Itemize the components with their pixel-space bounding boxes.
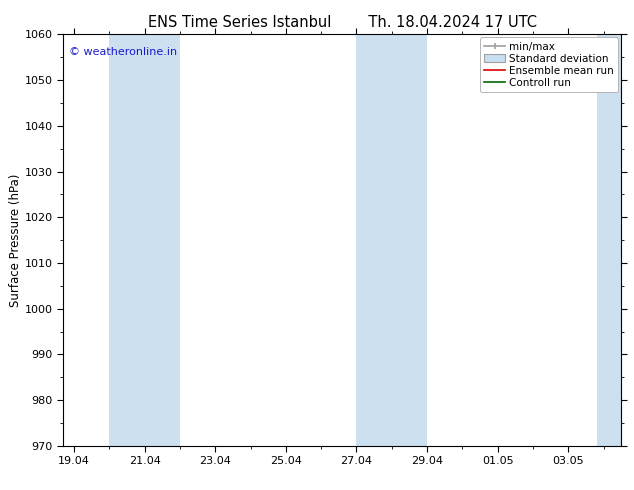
Text: © weatheronline.in: © weatheronline.in [69, 47, 177, 57]
Bar [597, 34, 621, 446]
Bar [356, 34, 427, 446]
Legend: min/max, Standard deviation, Ensemble mean run, Controll run: min/max, Standard deviation, Ensemble me… [480, 37, 618, 92]
Text: ENS Time Series Istanbul        Th. 18.04.2024 17 UTC: ENS Time Series Istanbul Th. 18.04.2024 … [148, 15, 537, 30]
Bar [109, 34, 180, 446]
Y-axis label: Surface Pressure (hPa): Surface Pressure (hPa) [9, 173, 22, 307]
